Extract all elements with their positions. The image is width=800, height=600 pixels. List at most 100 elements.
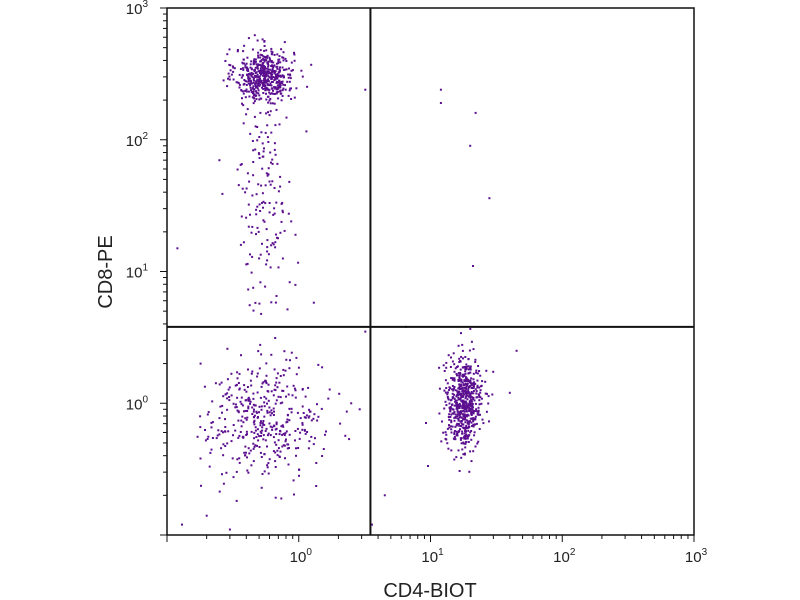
data-point — [263, 45, 266, 47]
data-point — [325, 430, 327, 433]
data-point — [222, 443, 225, 446]
data-point — [462, 426, 465, 429]
data-point — [456, 403, 459, 406]
data-point — [324, 433, 326, 436]
data-point — [482, 422, 485, 425]
data-point — [263, 453, 266, 456]
data-point — [487, 402, 490, 405]
data-point — [286, 308, 289, 311]
data-point — [252, 447, 255, 450]
data-point — [265, 362, 268, 365]
data-point — [247, 399, 250, 402]
data-point — [279, 75, 282, 78]
data-point — [297, 447, 300, 449]
data-point — [315, 462, 318, 464]
data-point — [228, 386, 231, 389]
data-point — [466, 404, 469, 407]
data-point — [255, 94, 258, 97]
data-point — [228, 399, 231, 402]
data-point — [462, 399, 465, 402]
data-point — [242, 83, 245, 86]
data-point — [449, 399, 452, 402]
data-point — [262, 79, 265, 82]
data-point — [278, 123, 281, 126]
data-point — [251, 87, 254, 90]
data-point — [465, 435, 468, 438]
data-point — [466, 436, 469, 439]
data-point — [282, 444, 285, 447]
data-point — [457, 344, 460, 347]
data-point — [310, 435, 313, 438]
data-point — [458, 379, 461, 382]
data-point — [461, 349, 464, 352]
data-point — [270, 60, 273, 62]
data-point — [288, 419, 291, 422]
data-point — [461, 387, 464, 389]
data-point — [327, 397, 330, 400]
data-point — [472, 348, 475, 351]
data-point — [255, 410, 258, 413]
data-point — [242, 92, 245, 95]
x-axis-label: CD4-BIOT — [383, 580, 476, 600]
data-point — [217, 429, 220, 432]
data-point — [267, 462, 270, 465]
data-point — [274, 466, 277, 468]
data-point — [259, 83, 262, 86]
data-point — [474, 388, 477, 391]
data-point — [466, 427, 469, 429]
data-point — [275, 75, 277, 78]
data-point — [277, 266, 280, 269]
data-point — [226, 378, 229, 381]
data-point — [453, 363, 456, 366]
data-point — [271, 81, 274, 83]
data-point — [253, 437, 256, 440]
data-point — [278, 58, 281, 61]
data-point — [252, 309, 255, 312]
data-point — [221, 192, 224, 195]
data-point — [237, 419, 240, 422]
data-point — [253, 423, 256, 426]
data-point — [256, 428, 259, 431]
data-point — [250, 73, 253, 76]
data-point — [461, 343, 464, 346]
data-point — [277, 190, 280, 193]
data-point — [474, 358, 477, 361]
data-point — [244, 454, 246, 457]
data-point — [258, 302, 261, 305]
data-point — [276, 372, 279, 375]
data-point — [460, 416, 463, 419]
data-point — [265, 73, 268, 76]
data-point — [220, 430, 223, 433]
data-point — [316, 419, 319, 422]
data-point — [265, 98, 268, 101]
data-point — [228, 78, 231, 81]
data-point — [469, 371, 472, 374]
data-point — [263, 49, 266, 52]
data-point — [224, 418, 226, 421]
data-point — [261, 429, 264, 432]
data-point — [297, 366, 300, 369]
data-point — [253, 58, 256, 61]
data-point — [267, 88, 270, 91]
data-point — [476, 413, 479, 416]
data-point — [460, 420, 463, 422]
data-point — [258, 257, 261, 260]
data-point — [228, 48, 231, 51]
data-point — [287, 443, 290, 446]
data-point — [277, 86, 280, 89]
data-point — [260, 420, 262, 423]
data-point — [252, 416, 255, 419]
data-point — [290, 220, 293, 223]
data-point — [258, 70, 261, 73]
data-point — [446, 393, 449, 396]
data-point — [455, 373, 458, 375]
data-point — [449, 425, 452, 428]
data-point — [457, 418, 460, 420]
data-point — [460, 387, 462, 390]
data-point — [258, 94, 261, 97]
data-point — [460, 442, 463, 445]
data-point — [264, 76, 267, 79]
data-point — [238, 434, 241, 437]
data-point — [270, 78, 273, 81]
data-point — [236, 396, 239, 399]
